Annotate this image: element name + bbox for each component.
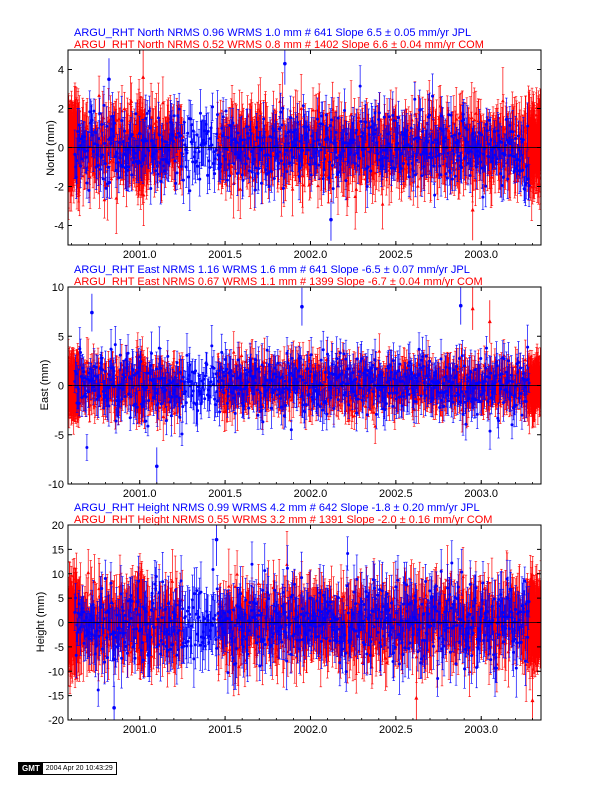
data-layer (66, 50, 543, 241)
data-point (490, 175, 494, 178)
data-point (477, 125, 481, 128)
north-title-jpl: ARGU_RHT North NRMS 0.96 WRMS 1.0 mm # 6… (74, 27, 471, 39)
data-point (501, 99, 505, 102)
data-point (316, 184, 320, 187)
north-title-com: ARGU_RHT North NRMS 0.52 WRMS 0.8 mm # 1… (74, 39, 484, 51)
data-point (474, 111, 478, 114)
data-point (381, 202, 385, 205)
panel-north: ARGU_RHT North NRMS 0.96 WRMS 1.0 mm # 6… (45, 27, 543, 261)
data-point (238, 187, 242, 190)
data-point (515, 116, 519, 119)
data-point (291, 187, 295, 190)
data-point (278, 99, 282, 102)
data-point (410, 118, 414, 121)
data-point (97, 94, 101, 97)
north-y-axis-label: North (mm) (45, 120, 57, 176)
